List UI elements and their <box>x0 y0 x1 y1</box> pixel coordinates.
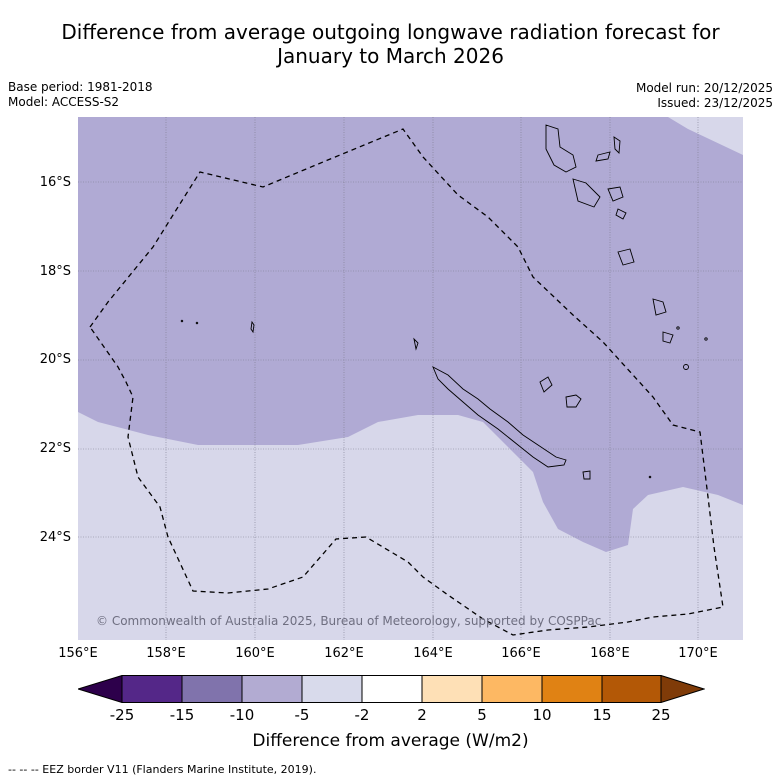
islet-4 <box>195 321 199 325</box>
lon-label: 158°E <box>146 646 186 661</box>
lon-label: 160°E <box>235 646 275 661</box>
vanuatu-erromango <box>617 248 635 266</box>
colorbar-cell <box>76 674 123 704</box>
lon-label: 164°E <box>413 646 453 661</box>
vanuatu-espiritu-santo <box>545 124 577 173</box>
map-svg <box>78 117 743 640</box>
colorbar-cell <box>541 675 603 703</box>
vanuatu-tanna <box>652 298 667 316</box>
colorbar-tick: -15 <box>169 706 195 724</box>
colorbar-label: Difference from average (W/m2) <box>252 731 529 751</box>
map-panel <box>78 117 743 640</box>
islet-1 <box>676 326 680 330</box>
colorbar-cell <box>481 675 543 703</box>
lat-label: 16°S <box>39 175 71 190</box>
colorbar-tick: -2 <box>354 706 370 724</box>
vanuatu-efate <box>607 186 624 202</box>
chart-title-line1: Difference from average outgoing longwav… <box>61 20 720 44</box>
anomaly-region-dark <box>78 117 743 552</box>
lat-label: 22°S <box>39 441 71 456</box>
colorbar-tick: 5 <box>477 706 487 724</box>
colorbar <box>76 674 706 704</box>
meta-left: Base period: 1981-2018 Model: ACCESS-S2 <box>8 80 153 110</box>
vanuatu-aneityum <box>662 331 674 344</box>
colorbar-cell <box>660 674 706 704</box>
colorbar-tick: 10 <box>532 706 552 724</box>
colorbar-tick: 15 <box>592 706 612 724</box>
islet-5 <box>648 475 652 479</box>
new-caledonia <box>432 366 567 468</box>
lon-label: 170°E <box>678 646 718 661</box>
colorbar-tick: 2 <box>417 706 427 724</box>
base-period: Base period: 1981-2018 <box>8 80 153 94</box>
eez-border <box>89 128 724 636</box>
lon-label: 166°E <box>501 646 541 661</box>
colorbar-cell <box>241 675 303 703</box>
lon-label: 168°E <box>590 646 630 661</box>
model-name: Model: ACCESS-S2 <box>8 95 120 109</box>
chesterfield-islet <box>250 320 255 334</box>
isle-belep <box>413 337 419 351</box>
colorbar-tick: -10 <box>229 706 255 724</box>
copyright-notice: © Commonwealth of Australia 2025, Bureau… <box>96 614 602 628</box>
colorbar-cell <box>301 675 363 703</box>
colorbar-tick: -5 <box>294 706 310 724</box>
colorbar-cell <box>421 675 483 703</box>
meta-right: Model run: 20/12/2025 Issued: 23/12/2025 <box>636 81 773 111</box>
lat-label: 18°S <box>39 264 71 279</box>
lon-label: 156°E <box>58 646 98 661</box>
islet-6 <box>683 364 689 370</box>
loyalty-lifou <box>565 394 582 408</box>
coastline <box>180 124 708 480</box>
loyalty-mare <box>582 470 591 480</box>
vanuatu-epi <box>615 208 627 220</box>
colorbar-tick: 25 <box>651 706 671 724</box>
colorbar-cell <box>181 675 243 703</box>
model-run: Model run: 20/12/2025 <box>635 81 773 95</box>
chart-title: Difference from average outgoing longwav… <box>0 20 781 68</box>
loyalty-ouvea <box>539 376 553 393</box>
islet-3 <box>180 319 184 323</box>
colorbar-cell <box>361 675 423 703</box>
colorbar-cell <box>601 675 662 703</box>
gridlines <box>78 117 743 640</box>
vanuatu-pentecost <box>613 136 621 155</box>
colorbar-tick: -25 <box>109 706 135 724</box>
lat-label: 20°S <box>39 352 71 367</box>
footnote: -- -- -- EEZ border V11 (Flanders Marine… <box>8 763 317 776</box>
lat-label: 24°S <box>39 530 71 545</box>
lon-label: 162°E <box>324 646 364 661</box>
islet-2 <box>704 337 708 341</box>
colorbar-cell <box>121 675 183 703</box>
vanuatu-malekula <box>572 178 601 208</box>
colorbar-svg <box>76 674 706 704</box>
vanuatu-ambae <box>595 151 611 162</box>
issued-date: Issued: 23/12/2025 <box>657 96 773 110</box>
chart-title-line2: January to March 2026 <box>277 44 504 68</box>
